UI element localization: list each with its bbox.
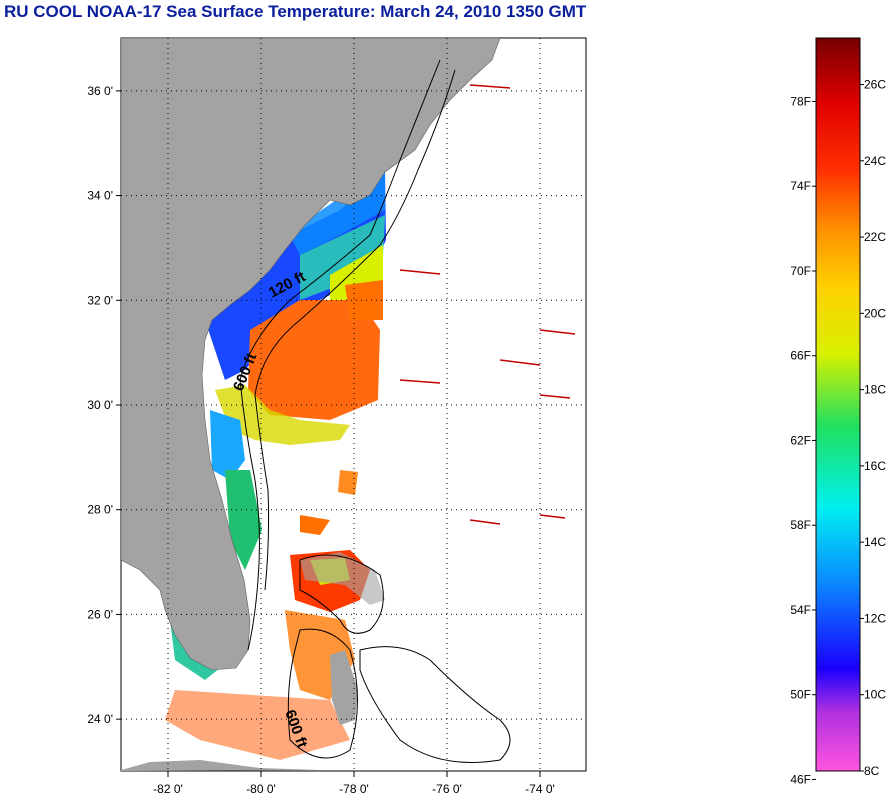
map-title: RU COOL NOAA-17 Sea Surface Temperature:… — [4, 2, 587, 21]
land-grand-bahama — [300, 552, 385, 605]
lon-tick-label: -74 0' — [525, 782, 555, 796]
colorbar-f-label: 50F — [790, 688, 811, 702]
latitude-ticks: 36 0' 34 0' 32 0' 30 0' 28 0' 26 0' 24 0' — [87, 84, 121, 726]
lon-tick-label: -78 0' — [339, 782, 369, 796]
colorbar-f-label: 66F — [790, 349, 811, 363]
map-grid — [121, 38, 586, 771]
colorbar-c-label: 22C — [864, 230, 886, 244]
land-mass-southeast-us — [121, 38, 501, 671]
lon-tick-label: -82 0' — [153, 782, 183, 796]
colorbar-c-label: 12C — [864, 611, 886, 625]
colorbar-c-label: 16C — [864, 459, 886, 473]
colorbar-fahrenheit-labels: 78F 74F 70F 66F 62F 58F 54F 50F 46F — [790, 94, 816, 786]
land-andros-island — [330, 650, 358, 725]
temperature-colorbar — [815, 37, 861, 772]
colorbar-c-label: 20C — [864, 306, 886, 320]
lat-tick-label: 36 0' — [87, 84, 113, 98]
colorbar-f-label: 70F — [790, 264, 811, 278]
lat-tick-label: 28 0' — [87, 503, 113, 517]
bathymetry-contours — [239, 59, 511, 763]
colorbar-f-label: 74F — [790, 179, 811, 193]
colorbar-c-label: 8C — [864, 764, 880, 778]
colorbar-f-label: 78F — [790, 94, 811, 108]
colorbar-c-label: 10C — [864, 688, 886, 702]
colorbar-c-label: 18C — [864, 383, 886, 397]
lon-tick-label: -76 0' — [432, 782, 462, 796]
scan-line-artifacts — [399, 84, 576, 525]
lat-tick-label: 34 0' — [87, 189, 113, 203]
lat-tick-label: 24 0' — [87, 712, 113, 726]
colorbar-celsius-labels: 26C 24C 22C 20C 18C 16C 14C 12C 10C 8C — [860, 78, 886, 778]
land-cuba — [121, 760, 320, 771]
colorbar-f-label: 58F — [790, 518, 811, 532]
colorbar-f-label: 62F — [790, 433, 811, 447]
colorbar-c-label: 24C — [864, 154, 886, 168]
longitude-ticks: -82 0' -80 0' -78 0' -76 0' -74 0' — [153, 771, 555, 796]
colorbar-f-label: 54F — [790, 603, 811, 617]
lon-tick-label: -80 0' — [246, 782, 276, 796]
lat-tick-label: 32 0' — [87, 293, 113, 307]
colorbar-c-label: 26C — [864, 78, 886, 92]
lat-tick-label: 30 0' — [87, 398, 113, 412]
lat-tick-label: 26 0' — [87, 607, 113, 621]
colorbar-f-label: 46F — [790, 772, 811, 786]
colorbar-c-label: 14C — [864, 535, 886, 549]
